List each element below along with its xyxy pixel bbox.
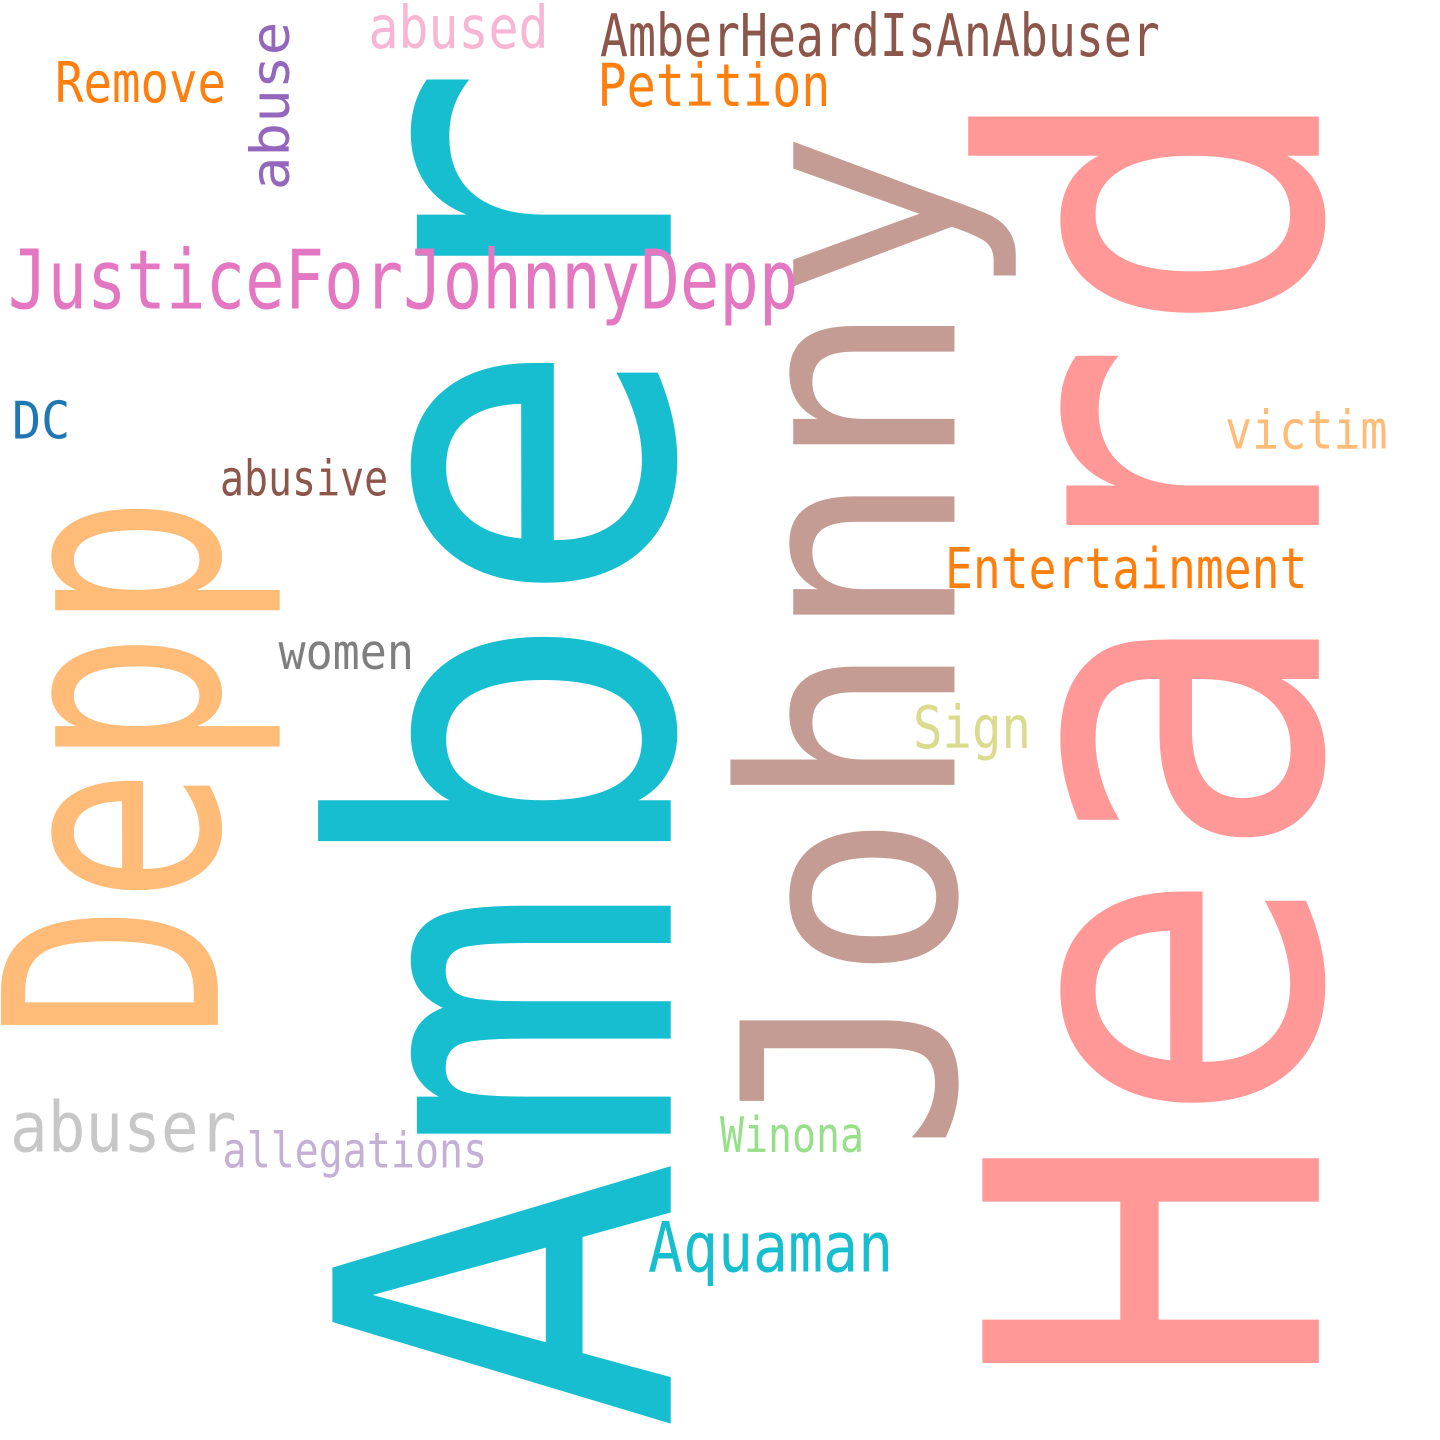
- word-petition: Petition: [596, 52, 830, 121]
- word-sign: Sign: [913, 694, 1031, 763]
- word-women: women: [277, 624, 414, 682]
- word-aquaman: Aquaman: [647, 1209, 894, 1289]
- word-abuse: abuse: [239, 21, 302, 191]
- word-dc: DC: [11, 392, 71, 452]
- word-abused: abused: [368, 0, 548, 63]
- word-amberheardisanabuser: AmberHeardIsAnAbuser: [600, 2, 1160, 71]
- word-entertainment: Entertainment: [944, 536, 1308, 603]
- word-abuser: abuser: [9, 1088, 237, 1169]
- word-abusive: abusive: [219, 450, 389, 508]
- word-remove: Remove: [54, 50, 226, 117]
- word-victim: victim: [1225, 400, 1388, 462]
- word-allegations: allegations: [222, 1122, 487, 1180]
- word-justicefor-johnnydepp: JusticeForJohnnyDepp: [7, 231, 799, 329]
- word-winona: Winona: [719, 1108, 865, 1165]
- word-depp: Depp: [0, 495, 289, 1040]
